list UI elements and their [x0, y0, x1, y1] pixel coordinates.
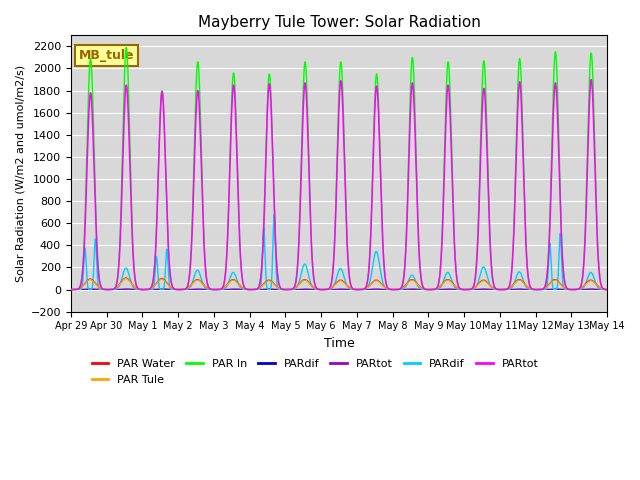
X-axis label: Time: Time	[324, 337, 355, 350]
Title: Mayberry Tule Tower: Solar Radiation: Mayberry Tule Tower: Solar Radiation	[198, 15, 481, 30]
Y-axis label: Solar Radiation (W/m2 and umol/m2/s): Solar Radiation (W/m2 and umol/m2/s)	[15, 65, 25, 282]
Legend: PAR Water, PAR Tule, PAR In, PARdif, PARtot, PARdif, PARtot: PAR Water, PAR Tule, PAR In, PARdif, PAR…	[87, 355, 543, 389]
Text: MB_tule: MB_tule	[79, 49, 134, 62]
